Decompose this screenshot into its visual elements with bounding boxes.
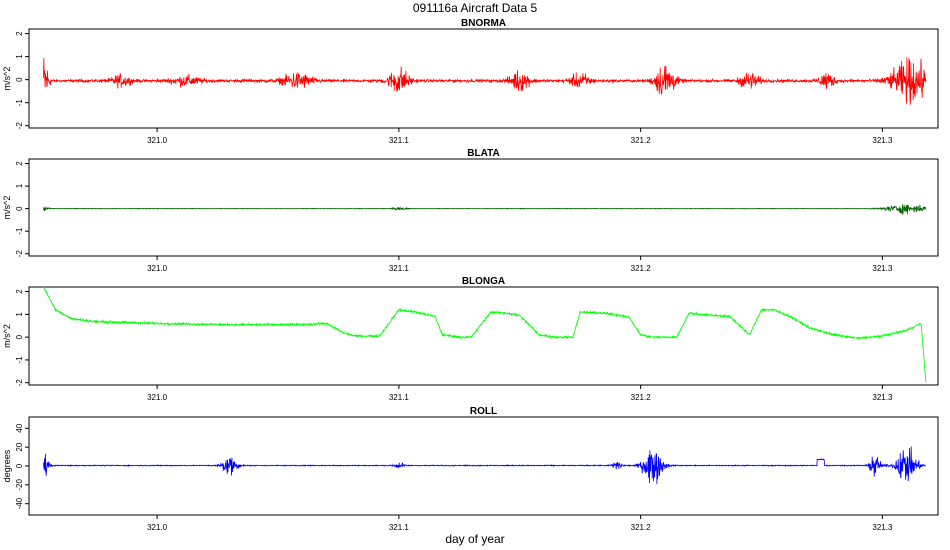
x-tick-label-1-0: 321.0 — [147, 264, 168, 273]
x-tick-label-3-2: 321.2 — [631, 523, 652, 532]
series-line-1 — [43, 204, 927, 215]
figure-title: 091116a Aircraft Data 5 — [413, 1, 538, 15]
x-axis-label: day of year — [445, 532, 504, 546]
y-tick-label-0-4: 2 — [15, 31, 24, 36]
panel-title-0: BNORMA — [461, 18, 506, 29]
y-axis-label-1: m/s^2 — [2, 196, 12, 220]
y-tick-label-3-4: 40 — [15, 423, 24, 432]
x-tick-label-3-1: 321.1 — [389, 523, 410, 532]
x-tick-label-2-1: 321.1 — [389, 393, 410, 402]
series-line-0 — [43, 57, 927, 105]
x-tick-label-3-3: 321.3 — [872, 523, 893, 532]
y-tick-label-3-2: 0 — [15, 463, 24, 468]
y-tick-label-2-2: 0 — [15, 334, 24, 339]
y-tick-label-0-0: -2 — [15, 122, 24, 130]
x-tick-label-2-2: 321.2 — [631, 393, 652, 402]
y-tick-label-3-3: 20 — [15, 442, 24, 451]
plot-frame-2 — [28, 286, 939, 386]
y-tick-label-3-1: -20 — [15, 479, 24, 491]
y-tick-label-1-2: 0 — [15, 206, 24, 211]
y-tick-label-3-0: -40 — [15, 497, 24, 509]
series-line-2 — [43, 286, 927, 383]
y-tick-label-2-4: 2 — [15, 289, 24, 294]
panel-title-3: ROLL — [470, 406, 497, 417]
series-line-3 — [43, 446, 927, 485]
panel-title-1: BLATA — [467, 148, 499, 159]
y-tick-label-1-3: 1 — [15, 183, 24, 188]
x-tick-label-2-0: 321.0 — [147, 393, 168, 402]
y-tick-label-1-0: -2 — [15, 250, 24, 258]
y-tick-label-0-2: 0 — [15, 77, 24, 82]
y-tick-label-2-3: 1 — [15, 312, 24, 317]
x-tick-label-2-3: 321.3 — [872, 393, 893, 402]
x-tick-label-0-2: 321.2 — [631, 136, 652, 145]
x-tick-label-0-3: 321.3 — [872, 136, 893, 145]
y-axis-label-0: m/s^2 — [2, 67, 12, 91]
y-tick-label-1-4: 2 — [15, 161, 24, 166]
y-tick-label-2-0: -2 — [15, 379, 24, 387]
y-tick-label-2-1: -1 — [15, 356, 24, 364]
y-axis-label-2: m/s^2 — [2, 324, 12, 348]
x-tick-label-1-2: 321.2 — [631, 264, 652, 273]
y-axis-label-3: degrees — [2, 449, 12, 482]
plot-frame-0 — [28, 28, 939, 129]
x-tick-label-0-1: 321.1 — [389, 136, 410, 145]
x-tick-label-3-0: 321.0 — [147, 523, 168, 532]
y-tick-label-0-1: -1 — [15, 99, 24, 107]
x-tick-label-0-0: 321.0 — [147, 136, 168, 145]
x-tick-label-1-1: 321.1 — [389, 264, 410, 273]
y-tick-label-1-1: -1 — [15, 227, 24, 235]
y-tick-label-0-3: 1 — [15, 54, 24, 59]
panel-title-2: BLONGA — [462, 276, 505, 287]
x-tick-label-1-3: 321.3 — [872, 264, 893, 273]
plot-frame-1 — [28, 158, 939, 257]
